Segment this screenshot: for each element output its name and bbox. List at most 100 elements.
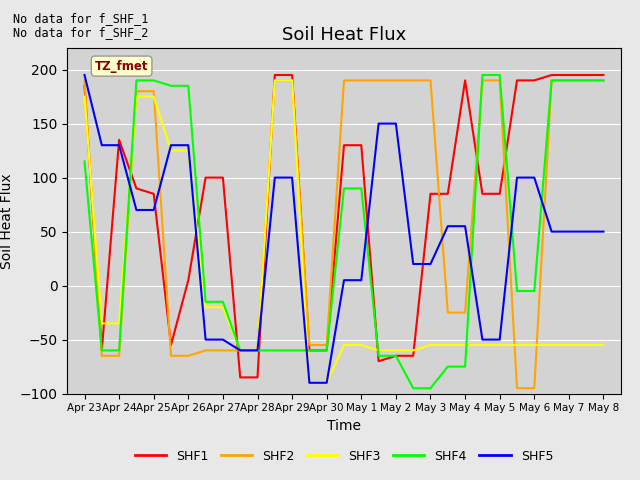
SHF2	[219, 348, 227, 353]
SHF4	[600, 78, 607, 84]
SHF2	[115, 353, 123, 359]
SHF5	[323, 380, 330, 386]
Text: No data for f_SHF_1: No data for f_SHF_1	[13, 12, 148, 25]
Line: SHF1: SHF1	[84, 75, 604, 377]
SHF3	[513, 342, 521, 348]
SHF1	[323, 348, 330, 353]
SHF2	[358, 78, 365, 84]
SHF4	[582, 78, 590, 84]
SHF4	[150, 78, 157, 84]
SHF5	[271, 175, 278, 180]
SHF4	[98, 348, 106, 353]
SHF4	[444, 364, 452, 370]
SHF2	[410, 78, 417, 84]
SHF5	[444, 223, 452, 229]
SHF5	[81, 72, 88, 78]
SHF1	[184, 277, 192, 283]
SHF2	[340, 78, 348, 84]
SHF5	[305, 380, 313, 386]
SHF5	[375, 121, 383, 127]
SHF3	[340, 342, 348, 348]
SHF2	[202, 348, 209, 353]
SHF5	[358, 277, 365, 283]
SHF5	[531, 175, 538, 180]
SHF3	[548, 342, 556, 348]
SHF2	[375, 78, 383, 84]
SHF4	[184, 83, 192, 89]
SHF1	[167, 342, 175, 348]
SHF4	[132, 78, 140, 84]
SHF2	[132, 88, 140, 94]
SHF4	[565, 78, 573, 84]
SHF2	[513, 385, 521, 391]
SHF3	[167, 148, 175, 154]
SHF2	[167, 353, 175, 359]
SHF1	[392, 353, 400, 359]
Y-axis label: Soil Heat Flux: Soil Heat Flux	[0, 173, 14, 269]
SHF1	[271, 72, 278, 78]
Text: TZ_fmet: TZ_fmet	[95, 60, 148, 72]
SHF4	[479, 72, 486, 78]
SHF4	[271, 348, 278, 353]
SHF1	[219, 175, 227, 180]
SHF2	[305, 342, 313, 348]
SHF4	[410, 385, 417, 391]
SHF4	[531, 288, 538, 294]
SHF3	[444, 342, 452, 348]
SHF5	[167, 143, 175, 148]
Legend: SHF1, SHF2, SHF3, SHF4, SHF5: SHF1, SHF2, SHF3, SHF4, SHF5	[130, 445, 558, 468]
SHF1	[410, 353, 417, 359]
SHF2	[253, 348, 261, 353]
SHF2	[236, 348, 244, 353]
SHF5	[427, 261, 435, 267]
SHF5	[479, 337, 486, 343]
Text: No data for f_SHF_2: No data for f_SHF_2	[13, 26, 148, 39]
SHF1	[132, 185, 140, 191]
SHF4	[358, 185, 365, 191]
SHF1	[479, 191, 486, 197]
SHF1	[427, 191, 435, 197]
SHF1	[565, 72, 573, 78]
SHF4	[323, 348, 330, 353]
SHF3	[375, 348, 383, 353]
SHF2	[150, 88, 157, 94]
SHF3	[132, 94, 140, 99]
SHF4	[167, 83, 175, 89]
SHF3	[479, 342, 486, 348]
SHF4	[305, 348, 313, 353]
SHF5	[184, 143, 192, 148]
SHF2	[323, 342, 330, 348]
SHF1	[531, 78, 538, 84]
SHF5	[548, 229, 556, 235]
SHF2	[496, 78, 504, 84]
SHF3	[461, 342, 469, 348]
SHF1	[236, 374, 244, 380]
SHF2	[392, 78, 400, 84]
SHF2	[427, 78, 435, 84]
SHF1	[496, 191, 504, 197]
SHF1	[98, 348, 106, 353]
SHF1	[444, 191, 452, 197]
SHF2	[271, 78, 278, 84]
SHF3	[150, 94, 157, 99]
SHF4	[548, 78, 556, 84]
SHF5	[98, 143, 106, 148]
SHF3	[392, 348, 400, 353]
SHF2	[479, 78, 486, 84]
SHF5	[288, 175, 296, 180]
SHF4	[392, 353, 400, 359]
SHF5	[150, 207, 157, 213]
SHF1	[375, 358, 383, 364]
SHF3	[427, 342, 435, 348]
SHF5	[513, 175, 521, 180]
SHF3	[81, 94, 88, 99]
SHF2	[548, 78, 556, 84]
SHF3	[115, 321, 123, 326]
SHF3	[600, 342, 607, 348]
SHF2	[98, 353, 106, 359]
SHF3	[410, 348, 417, 353]
SHF1	[358, 143, 365, 148]
SHF2	[288, 78, 296, 84]
SHF2	[565, 78, 573, 84]
SHF1	[548, 72, 556, 78]
